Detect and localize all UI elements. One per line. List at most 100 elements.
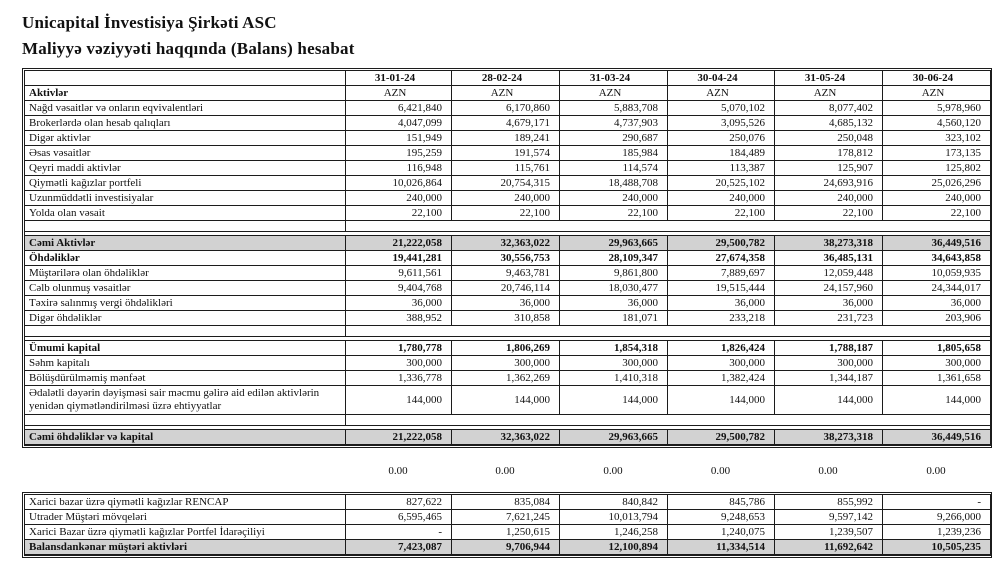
value-cell: 24,157,960 [774, 280, 883, 296]
balance-table: 31-01-24 28-02-24 31-03-24 30-04-24 31-05-24… [24, 70, 991, 446]
value-cell: 27,674,358 [667, 250, 775, 266]
value-cell: 151,949 [345, 130, 452, 146]
value-cell: 191,574 [451, 145, 560, 161]
value-cell: 10,026,864 [345, 175, 452, 191]
value-cell: 144,000 [667, 385, 775, 415]
value-cell: 173,135 [882, 145, 991, 161]
value-cell: 1,854,318 [559, 340, 668, 356]
value-cell: 18,030,477 [559, 280, 668, 296]
value-cell: AZN [559, 85, 668, 101]
value-cell: 240,000 [667, 190, 775, 206]
zero-value-cell: 0.00 [710, 465, 731, 477]
value-cell: 144,000 [882, 385, 991, 415]
value-cell: 9,266,000 [882, 509, 991, 525]
table-row: Aktivlər AZN AZN AZN AZN AZN AZN [24, 85, 991, 101]
row-label: Qiymətli kağızlar portfeli [24, 175, 346, 191]
value-cell: 21,222,058 [345, 235, 452, 251]
row-label: Xarici Bazar üzrə qiymətli kağızlar Port… [24, 524, 346, 540]
value-cell: 184,489 [667, 145, 775, 161]
value-cell: 300,000 [667, 355, 775, 371]
table-row: Balansdankənar müştəri aktivləri 7,423,08… [24, 539, 991, 556]
value-cell: 310,858 [451, 310, 560, 326]
value-cell: 1,250,615 [451, 524, 560, 540]
row-label [24, 70, 346, 86]
table-row: Yolda olan vəsait 22,100 22,100 22,100 22,10… [24, 205, 991, 221]
value-cell: 144,000 [345, 385, 452, 415]
value-cell: 6,421,840 [345, 100, 452, 116]
row-label: Digər öhdəliklər [24, 310, 346, 326]
value-cell: AZN [774, 85, 883, 101]
value-cell: 840,842 [559, 494, 668, 510]
zero-check-table: 0.00 0.00 0.00 0.00 0.00 0.00 [24, 464, 990, 478]
value-cell: 20,754,315 [451, 175, 560, 191]
row-label: Balansdankənar müştəri aktivləri [24, 539, 346, 556]
zero-check-strip: 0.00 0.00 0.00 0.00 0.00 0.00 [24, 464, 1000, 478]
table-row: Cəmi Aktivlər 21,222,058 32,363,022 29,963,… [24, 235, 991, 251]
row-label: Nağd vəsaitlər və onların eqvivalentləri [24, 100, 346, 116]
value-cell: 25,026,296 [882, 175, 991, 191]
value-cell: 31-03-24 [559, 70, 668, 86]
value-cell: 22,100 [345, 205, 452, 221]
value-cell: 29,963,665 [559, 429, 668, 446]
value-cell: 250,076 [667, 130, 775, 146]
zero-value-cell: 0.00 [388, 465, 408, 477]
table-row: Əsas vəsaitlər 195,259 191,574 185,984 184,4… [24, 145, 991, 161]
value-cell: 22,100 [774, 205, 883, 221]
value-cell: 144,000 [451, 385, 560, 415]
value-cell: 1,239,236 [882, 524, 991, 540]
row-label: Qeyri maddi aktivlər [24, 160, 346, 176]
value-cell: 20,746,114 [451, 280, 560, 296]
value-cell: 9,463,781 [451, 265, 560, 281]
balance-sheet-document: Unicapital İnvestisiya Şirkəti ASC Maliy… [22, 13, 1000, 558]
value-cell: 1,361,658 [882, 370, 991, 386]
value-cell: - [345, 524, 452, 540]
value-cell: 250,048 [774, 130, 883, 146]
value-cell: 144,000 [774, 385, 883, 415]
value-cell: 36,000 [774, 295, 883, 311]
value-cell: 845,786 [667, 494, 775, 510]
value-cell: 1,410,318 [559, 370, 668, 386]
row-label: Ədalətli dəyərin dəyişməsi sair məcmu gə… [24, 385, 346, 415]
value-cell: 36,000 [882, 295, 991, 311]
table-row: 31-01-24 28-02-24 31-03-24 30-04-24 31-05-24… [24, 70, 991, 86]
zero-label-cell [24, 464, 345, 478]
value-cell: 240,000 [345, 190, 452, 206]
empty-label-cell [24, 220, 346, 232]
value-cell: 22,100 [882, 205, 991, 221]
table-row: Müştərilərə olan öhdəliklər 9,611,561 9,46… [24, 265, 991, 281]
table-row: Ədalətli dəyərin dəyişməsi sair məcmu gə… [24, 385, 991, 415]
value-cell: 36,449,516 [882, 429, 991, 446]
value-cell: 22,100 [667, 205, 775, 221]
value-cell: 1,788,187 [774, 340, 883, 356]
table-row: Digər aktivlər 151,949 189,241 290,687 250,0… [24, 130, 991, 146]
value-cell: 1,382,424 [667, 370, 775, 386]
row-label: Xarici bazar üzrə qiymətli kağızlar RENC… [24, 494, 346, 510]
table-row: Utrader Müştəri mövqeləri 6,595,465 7,621,… [24, 509, 991, 525]
value-cell: 125,802 [882, 160, 991, 176]
value-cell: 36,000 [345, 295, 452, 311]
value-cell: 8,077,402 [774, 100, 883, 116]
value-cell: 9,611,561 [345, 265, 452, 281]
value-cell: 181,071 [559, 310, 668, 326]
row-label: Brokerlərdə olan hesab qalıqları [24, 115, 346, 131]
value-cell: 30-04-24 [667, 70, 775, 86]
value-cell: 11,692,642 [774, 539, 883, 556]
row-label: Utrader Müştəri mövqeləri [24, 509, 346, 525]
value-cell: 388,952 [345, 310, 452, 326]
row-label: Uzunmüddətli investisiyalar [24, 190, 346, 206]
value-cell: 189,241 [451, 130, 560, 146]
row-label: Səhm kapitalı [24, 355, 346, 371]
value-cell: 36,000 [667, 295, 775, 311]
value-cell: 240,000 [774, 190, 883, 206]
value-cell: 32,363,022 [451, 429, 560, 446]
value-cell: 12,100,894 [559, 539, 668, 556]
value-cell: 233,218 [667, 310, 775, 326]
value-cell: 9,706,944 [451, 539, 560, 556]
value-cell: 38,273,318 [774, 235, 883, 251]
table-row: Qiymətli kağızlar portfeli 10,026,864 20,7… [24, 175, 991, 191]
table-row: Öhdəliklər 19,441,281 30,556,753 28,109,347… [24, 250, 991, 266]
value-cell: 29,500,782 [667, 429, 775, 446]
value-cell: 4,685,132 [774, 115, 883, 131]
table-row: Ümumi kapital 1,780,778 1,806,269 1,854,318… [24, 340, 991, 356]
value-cell: 12,059,448 [774, 265, 883, 281]
